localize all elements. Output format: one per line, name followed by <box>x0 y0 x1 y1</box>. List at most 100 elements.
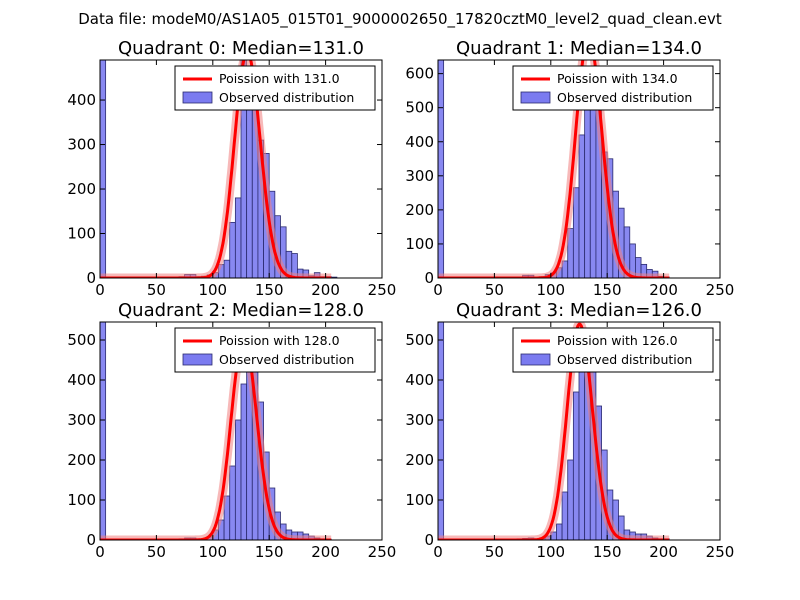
legend-box <box>512 327 714 373</box>
legend: Poission with 131.0 Observed distribution <box>174 65 376 111</box>
y-tick-label: 0 <box>86 269 96 287</box>
histogram-bar <box>561 491 569 540</box>
legend-observed-label: Observed distribution <box>219 352 354 367</box>
legend: Poission with 134.0 Observed distribution <box>512 65 714 111</box>
y-tick-label: 200 <box>405 451 434 469</box>
legend-poisson-label: Poission with 128.0 <box>219 333 340 348</box>
y-tick-label: 0 <box>424 269 434 287</box>
x-tick-label: 0 <box>95 281 105 299</box>
y-tick-label: 100 <box>405 235 434 253</box>
histogram-bar <box>572 391 580 540</box>
x-tick-label: 0 <box>95 543 105 561</box>
poisson-curve-group <box>438 60 673 278</box>
legend-observed-swatch <box>520 91 551 104</box>
x-tick-label: 200 <box>311 543 340 561</box>
histogram-bar <box>618 515 625 540</box>
y-tick-label: 200 <box>405 201 434 219</box>
legend-poisson-label: Poission with 126.0 <box>557 333 678 348</box>
legend: Poission with 126.0 Observed distribution <box>512 327 714 373</box>
x-tick-label: 50 <box>147 543 166 561</box>
x-tick-label: 50 <box>147 281 166 299</box>
y-tick-label: 500 <box>405 99 434 117</box>
y-tick-label: 200 <box>67 451 96 469</box>
x-tick-label: 150 <box>255 543 284 561</box>
histogram-bar <box>100 322 107 540</box>
histogram-bar <box>240 383 248 540</box>
legend-box <box>512 65 714 111</box>
x-tick-label: 50 <box>485 281 504 299</box>
y-tick-label: 100 <box>405 491 434 509</box>
x-tick-label: 50 <box>485 543 504 561</box>
y-tick-label: 400 <box>405 133 434 151</box>
legend-poisson-label: Poission with 131.0 <box>219 71 340 86</box>
y-tick-label: 300 <box>405 411 434 429</box>
histogram-bar <box>234 419 242 540</box>
axes-frame <box>99 321 383 541</box>
histogram-bar <box>438 60 445 278</box>
y-tick-label: 300 <box>67 411 96 429</box>
y-tick-label: 200 <box>67 180 96 198</box>
x-tick-label: 150 <box>593 543 622 561</box>
y-tick-label: 100 <box>67 491 96 509</box>
x-tick-label: 250 <box>368 543 397 561</box>
x-tick-label: 100 <box>536 281 565 299</box>
histogram-bar <box>234 197 242 278</box>
legend-observed-label: Observed distribution <box>219 90 354 105</box>
y-tick-label: 600 <box>405 65 434 83</box>
panels: Quadrant 0: Median=131.0 0 50 100 150 200 250 0… <box>67 38 735 561</box>
legend-observed-swatch <box>182 91 213 104</box>
y-tick-label: 500 <box>67 331 96 349</box>
y-tick-label: 500 <box>405 331 434 349</box>
x-tick-label: 100 <box>198 281 227 299</box>
legend-observed-label: Observed distribution <box>557 90 692 105</box>
y-tick-label: 100 <box>67 225 96 243</box>
axes-frame <box>437 59 721 279</box>
x-tick-label: 200 <box>649 543 678 561</box>
panel-title: Quadrant 2: Median=128.0 <box>118 300 364 321</box>
poisson-curve <box>100 60 332 278</box>
x-tick-label: 200 <box>311 281 340 299</box>
histogram-bar <box>584 83 591 278</box>
axes-frame <box>99 59 383 279</box>
poisson-curve <box>438 60 670 278</box>
x-tick-label: 100 <box>198 543 227 561</box>
panel-title: Quadrant 3: Median=126.0 <box>456 300 702 321</box>
x-tick-label: 150 <box>593 281 622 299</box>
legend-poisson-label: Poission with 134.0 <box>557 71 678 86</box>
histogram-bar <box>229 465 236 540</box>
x-tick-label: 100 <box>536 543 565 561</box>
y-tick-label: 400 <box>67 91 96 109</box>
histogram-bar <box>556 523 563 540</box>
y-tick-label: 0 <box>86 531 96 549</box>
x-tick-label: 200 <box>649 281 678 299</box>
histogram-bar <box>578 367 586 540</box>
y-tick-label: 400 <box>67 371 96 389</box>
y-tick-label: 300 <box>67 136 96 154</box>
legend-observed-label: Observed distribution <box>557 352 692 367</box>
x-tick-label: 250 <box>706 281 735 299</box>
y-tick-label: 400 <box>405 371 434 389</box>
poisson-curve-group <box>100 60 335 278</box>
legend: Poission with 128.0 Observed distribution <box>174 327 376 373</box>
panel-quadrant-1: Quadrant 1: Median=134.0 0 50 100 150 200 250 0… <box>405 38 735 299</box>
panel-quadrant-0: Quadrant 0: Median=131.0 0 50 100 150 200 250 0… <box>67 38 396 299</box>
x-tick-label: 150 <box>255 281 284 299</box>
legend-observed-swatch <box>182 353 213 366</box>
legend-observed-swatch <box>520 353 551 366</box>
x-tick-label: 250 <box>368 281 397 299</box>
panel-title: Quadrant 0: Median=131.0 <box>118 38 364 59</box>
axes-frame <box>437 321 721 541</box>
histogram-bar <box>223 259 231 278</box>
x-tick-label: 250 <box>706 543 735 561</box>
histogram-bar <box>100 60 107 278</box>
figure-suptitle: Data file: modeM0/AS1A05_015T01_90000026… <box>78 10 722 29</box>
histogram-bar <box>229 221 236 278</box>
panel-title: Quadrant 1: Median=134.0 <box>456 38 702 59</box>
x-tick-label: 0 <box>433 281 443 299</box>
histogram-bar <box>578 134 586 278</box>
y-tick-label: 300 <box>405 167 434 185</box>
histogram-bar <box>567 459 574 540</box>
histogram-bar <box>438 322 445 540</box>
x-tick-label: 0 <box>433 543 443 561</box>
